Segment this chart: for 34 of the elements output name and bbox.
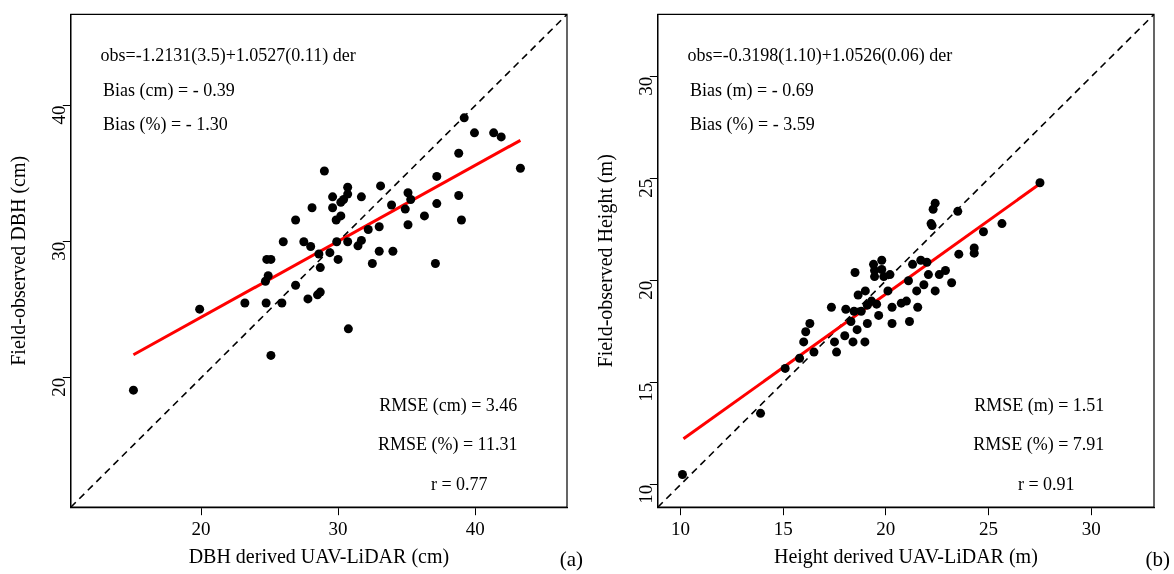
annotation: Bias (cm) = - 0.39 [103,79,235,101]
y-tick-label: 15 [634,382,656,402]
annotation: Bias (%) = - 3.59 [690,114,815,136]
text: (a) [559,546,583,571]
x-tick-label: 20 [191,517,211,539]
x-axis-title: DBH derived UAV-LiDAR (cm) [188,545,450,569]
x-tick-label: 30 [328,517,348,539]
y-tick-label: 30 [47,241,69,261]
x-tick-label: 10 [670,517,690,539]
x-tick-label: 40 [465,517,485,539]
annotation: RMSE (m) = 1.51 [974,394,1105,416]
y-axis-title: Field-observed Height (m) [594,154,618,368]
y-tick-label: 40 [47,105,69,125]
y-axis-title: Field-observed DBH (cm) [7,155,31,366]
annotation: RMSE (%) = 11.31 [377,434,518,456]
y-tick-label: 20 [47,377,69,397]
text: (b) [1145,546,1170,571]
annotation: r = 0.77 [430,473,488,494]
y-tick-label: 10 [634,484,656,504]
annotation: Bias (m) = - 0.69 [690,79,814,101]
y-tick-label: 30 [634,76,656,96]
x-axis-title: Height derived UAV-LiDAR (m) [773,545,1038,569]
y-tick-label: 20 [634,280,656,300]
x-tick-label: 15 [773,517,793,539]
annotation: RMSE (cm) = 3.46 [379,394,518,416]
x-tick-label: 25 [979,517,999,539]
y-tick-label: 25 [634,178,656,198]
annotation: Bias (%) = - 1.30 [103,114,228,136]
annotation: RMSE (%) = 7.91 [973,434,1105,456]
annotation: obs=-0.3198(1.10)+1.0526(0.06) der [687,45,953,67]
annotation: r = 0.91 [1017,473,1075,494]
annotation: obs=-1.2131(3.5)+1.0527(0.11) der [100,45,356,67]
x-tick-label: 30 [1081,517,1101,539]
x-tick-label: 20 [876,517,896,539]
